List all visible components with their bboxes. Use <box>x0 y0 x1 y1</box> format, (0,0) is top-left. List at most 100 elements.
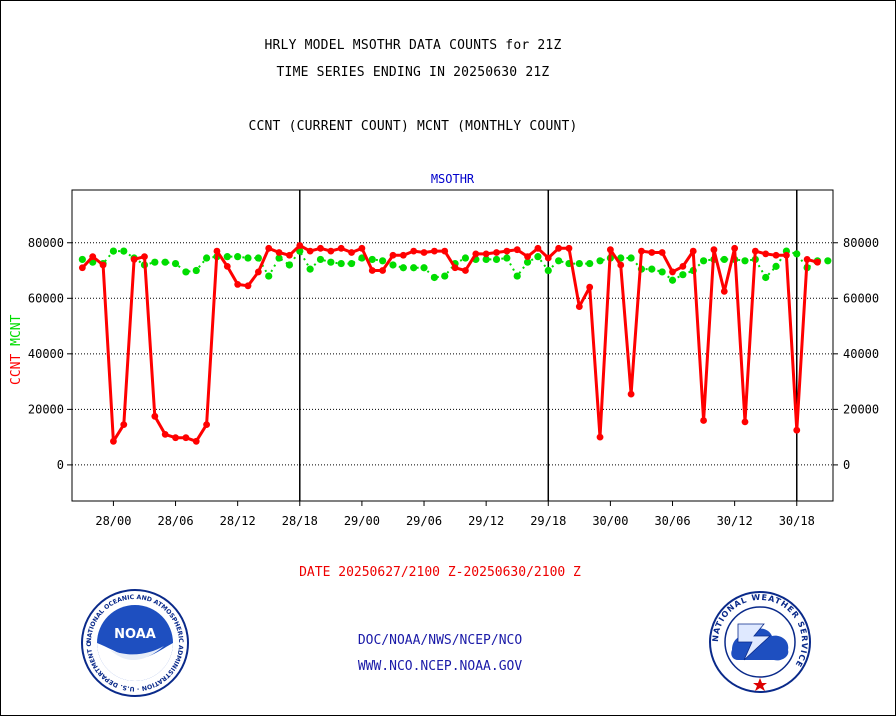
data-point-ccnt <box>793 426 801 434</box>
data-point-ccnt <box>213 247 221 255</box>
y-tick-label-left: 80000 <box>28 236 64 250</box>
data-point-ccnt <box>327 247 335 255</box>
x-tick-label: 30/18 <box>779 514 815 528</box>
data-point-ccnt <box>286 251 293 259</box>
data-point-ccnt <box>306 247 314 255</box>
x-tick-label: 29/00 <box>344 514 380 528</box>
data-point-ccnt <box>451 264 459 272</box>
data-point-ccnt <box>441 247 449 255</box>
data-point-ccnt <box>482 250 490 258</box>
data-point-ccnt <box>78 264 86 272</box>
data-point-mcnt <box>78 255 86 264</box>
data-point-ccnt <box>565 244 573 252</box>
plot-inner-title: MSOTHR <box>431 172 475 186</box>
data-point-ccnt <box>358 244 366 252</box>
y-axis-label-ccnt: CCNT <box>9 354 24 385</box>
data-point-mcnt <box>275 254 283 262</box>
data-point-ccnt <box>430 247 438 255</box>
data-point-ccnt <box>720 287 728 295</box>
data-point-ccnt <box>182 434 190 442</box>
data-point-ccnt <box>120 421 128 429</box>
chart-title-line-3: CCNT (CURRENT COUNT) MCNT (MONTHLY COUNT… <box>248 119 578 134</box>
y-tick-label-left: 40000 <box>28 347 64 361</box>
x-tick-label: 28/06 <box>157 514 193 528</box>
data-point-ccnt <box>99 261 107 269</box>
data-point-ccnt <box>544 254 552 262</box>
data-point-ccnt <box>420 249 428 256</box>
data-point-ccnt <box>669 268 676 276</box>
data-point-mcnt <box>399 264 407 272</box>
data-point-ccnt <box>265 244 273 252</box>
data-point-ccnt <box>254 268 262 276</box>
data-point-mcnt <box>223 253 231 261</box>
org-path-link[interactable]: DOC/NOAA/NWS/NCEP/NCO <box>357 633 523 648</box>
data-point-ccnt <box>110 437 117 445</box>
chart-title-line-2: TIME SERIES ENDING IN 20250630 21Z <box>276 65 550 80</box>
data-point-mcnt <box>699 257 708 265</box>
data-point-mcnt <box>109 247 118 255</box>
data-point-mcnt <box>389 261 397 269</box>
data-point-ccnt <box>555 244 563 252</box>
data-point-ccnt <box>700 417 707 424</box>
data-point-ccnt <box>296 242 304 249</box>
y-axis-label-mcnt: MCNT <box>9 314 24 353</box>
data-point-ccnt <box>751 247 759 255</box>
x-tick-label: 29/12 <box>468 514 504 528</box>
data-point-mcnt <box>658 268 666 276</box>
data-point-ccnt <box>368 267 376 274</box>
y-tick-label-right: 80000 <box>843 236 879 250</box>
data-point-mcnt <box>316 255 325 264</box>
data-point-ccnt <box>410 247 418 255</box>
data-point-ccnt <box>627 390 635 398</box>
data-point-mcnt <box>555 257 563 265</box>
data-point-ccnt <box>524 253 531 261</box>
data-point-mcnt <box>254 254 262 262</box>
data-point-ccnt <box>741 418 749 426</box>
data-point-ccnt <box>203 421 210 429</box>
y-tick-label-right: 60000 <box>843 291 879 305</box>
data-point-mcnt <box>151 258 159 266</box>
data-point-mcnt <box>337 259 345 268</box>
y-tick-label-right: 20000 <box>843 402 879 416</box>
data-point-mcnt <box>120 247 128 255</box>
data-point-ccnt <box>89 253 97 261</box>
data-point-mcnt <box>679 271 687 279</box>
data-point-ccnt <box>348 249 355 256</box>
data-point-mcnt <box>762 273 770 282</box>
data-point-ccnt <box>762 250 770 258</box>
x-tick-label: 29/06 <box>406 514 442 528</box>
data-point-mcnt <box>285 261 294 269</box>
data-point-ccnt <box>731 244 739 252</box>
x-tick-label: 30/06 <box>654 514 690 528</box>
svg-text:NOAA: NOAA <box>114 627 156 642</box>
chart-title-line-1: HRLY MODEL MSOTHR DATA COUNTS for 21Z <box>264 38 562 53</box>
data-point-mcnt <box>327 258 335 266</box>
noaa-logo-icon: NATIONAL OCEANIC AND ATMOSPHERIC ADMINIS… <box>80 588 189 697</box>
data-point-ccnt <box>710 246 718 254</box>
data-point-ccnt <box>493 249 500 256</box>
data-point-ccnt <box>513 246 521 254</box>
data-point-mcnt <box>741 257 749 265</box>
data-point-mcnt <box>586 259 594 268</box>
data-point-ccnt <box>130 256 138 263</box>
data-point-ccnt <box>317 244 324 252</box>
data-point-ccnt <box>223 262 231 270</box>
data-point-mcnt <box>627 254 635 262</box>
data-point-ccnt <box>234 281 242 288</box>
data-point-mcnt <box>482 255 490 264</box>
data-point-ccnt <box>462 267 469 274</box>
data-point-ccnt <box>399 251 407 259</box>
y-axis-label: CCNT MCNT <box>9 314 24 385</box>
data-point-mcnt <box>161 258 169 266</box>
y-tick-label-left: 60000 <box>28 291 64 305</box>
data-point-mcnt <box>234 253 242 261</box>
data-point-ccnt <box>586 283 594 291</box>
data-point-ccnt <box>337 244 345 252</box>
website-link[interactable]: WWW.NCO.NCEP.NOAA.GOV <box>357 659 523 674</box>
data-point-mcnt <box>720 255 728 264</box>
plot-area <box>71 189 834 502</box>
data-point-mcnt <box>420 264 428 272</box>
x-tick-label: 28/18 <box>282 514 318 528</box>
data-point-ccnt <box>534 244 542 252</box>
